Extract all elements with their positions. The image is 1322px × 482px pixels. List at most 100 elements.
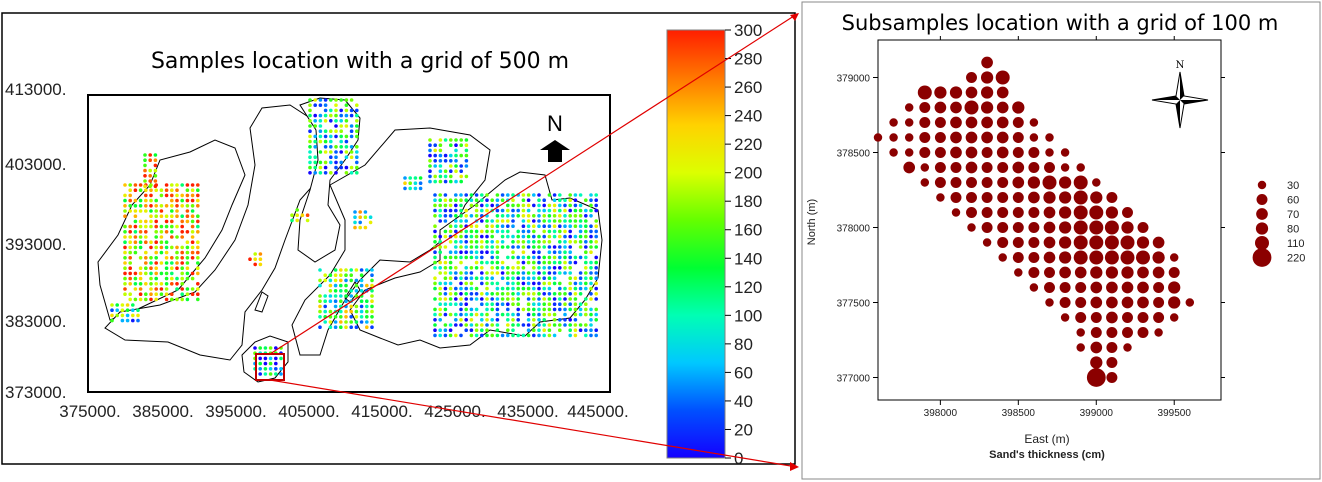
sample-point — [138, 297, 143, 302]
sample-point — [552, 198, 557, 202]
sample-point — [474, 245, 479, 249]
sample-point — [443, 245, 448, 249]
sample-point — [547, 302, 552, 307]
sample-point — [190, 230, 195, 234]
subsample-point — [1154, 328, 1163, 337]
sample-point — [433, 240, 437, 244]
subsample-point — [1122, 312, 1133, 323]
sample-point — [563, 198, 567, 202]
sample-point — [433, 203, 437, 208]
sample-point — [149, 240, 153, 244]
sample-point — [521, 260, 526, 265]
sample-point — [323, 139, 328, 144]
sample-point — [464, 286, 469, 291]
sample-point — [547, 328, 552, 333]
sample-point — [148, 179, 152, 183]
sample-point — [454, 148, 458, 153]
sample-point — [354, 283, 359, 288]
sample-point — [547, 276, 552, 281]
subsample-point — [996, 86, 1009, 99]
sample-point — [438, 318, 443, 322]
sample-point — [438, 333, 443, 338]
sample-point — [563, 312, 567, 317]
sample-point — [568, 224, 572, 228]
sample-point — [532, 219, 536, 223]
sample-point — [175, 183, 179, 187]
subsample-point — [1122, 327, 1133, 338]
sample-point — [354, 278, 359, 283]
sample-point — [370, 283, 374, 288]
sample-point — [469, 255, 474, 260]
subsample-axes: 398000 398500 399000 3995003770003775003780… — [837, 36, 1225, 419]
sample-point — [128, 230, 132, 234]
sample-point — [459, 193, 463, 197]
sample-point — [196, 193, 200, 198]
sample-point — [449, 143, 453, 147]
sample-point — [334, 129, 338, 133]
sample-point — [578, 307, 583, 312]
subsample-point — [980, 71, 994, 84]
sample-point — [433, 276, 437, 281]
sample-point — [123, 245, 127, 250]
sample-point — [349, 268, 354, 272]
sample-point — [334, 113, 338, 118]
sample-point — [175, 235, 179, 239]
subsample-point — [950, 177, 962, 188]
sample-point — [433, 164, 438, 168]
sample-point — [334, 171, 338, 175]
sample-point — [344, 315, 348, 319]
subsample-point — [996, 131, 1009, 144]
sample-point — [480, 328, 484, 333]
sample-point — [584, 229, 588, 234]
subsample-point — [1060, 148, 1070, 157]
sample-point — [537, 333, 541, 338]
sample-point — [511, 286, 515, 291]
subsample-point — [1104, 250, 1119, 265]
subsample-point — [1012, 252, 1024, 263]
sample-point — [149, 266, 153, 271]
sample-point — [480, 193, 484, 197]
sample-point — [196, 261, 200, 265]
sample-point — [578, 224, 583, 228]
sample-point — [511, 281, 515, 286]
sample-point — [469, 245, 474, 249]
subsample-point — [1120, 235, 1135, 250]
sample-point — [180, 255, 184, 260]
subsample-point — [965, 116, 978, 129]
sample-point — [537, 198, 541, 202]
sample-point — [526, 234, 531, 239]
sample-point — [459, 333, 463, 338]
sample-point — [506, 323, 510, 327]
sample-point — [329, 129, 333, 133]
compass-icon-shade — [1180, 72, 1184, 100]
sample-point — [506, 255, 510, 260]
subsample-point — [950, 146, 962, 159]
sample-point — [495, 208, 500, 213]
sample-point — [506, 286, 510, 291]
sample-point — [185, 209, 190, 213]
sample-point — [464, 208, 469, 213]
sample-point — [190, 224, 195, 229]
sample-point — [334, 155, 338, 159]
sample-point — [339, 268, 343, 272]
sample-point — [274, 372, 278, 376]
sample-point — [511, 333, 515, 338]
size-legend-label: 80 — [1287, 224, 1299, 236]
sample-point — [344, 320, 348, 324]
right-panel: Subsamples location with a grid of 100 m… — [801, 1, 1321, 480]
sample-point — [449, 138, 453, 142]
sample-point — [584, 214, 588, 218]
sample-point — [495, 307, 500, 312]
sample-point — [143, 184, 147, 188]
sample-point — [433, 214, 437, 218]
sample-point — [308, 98, 312, 102]
sample-point — [110, 303, 114, 307]
sample-point — [196, 219, 200, 224]
subsample-point — [1012, 117, 1024, 128]
sample-point — [573, 333, 578, 338]
sample-point — [490, 297, 495, 301]
sample-point — [594, 193, 598, 197]
sample-point — [349, 165, 354, 170]
sample-point — [474, 333, 479, 338]
sample-point — [333, 289, 338, 293]
